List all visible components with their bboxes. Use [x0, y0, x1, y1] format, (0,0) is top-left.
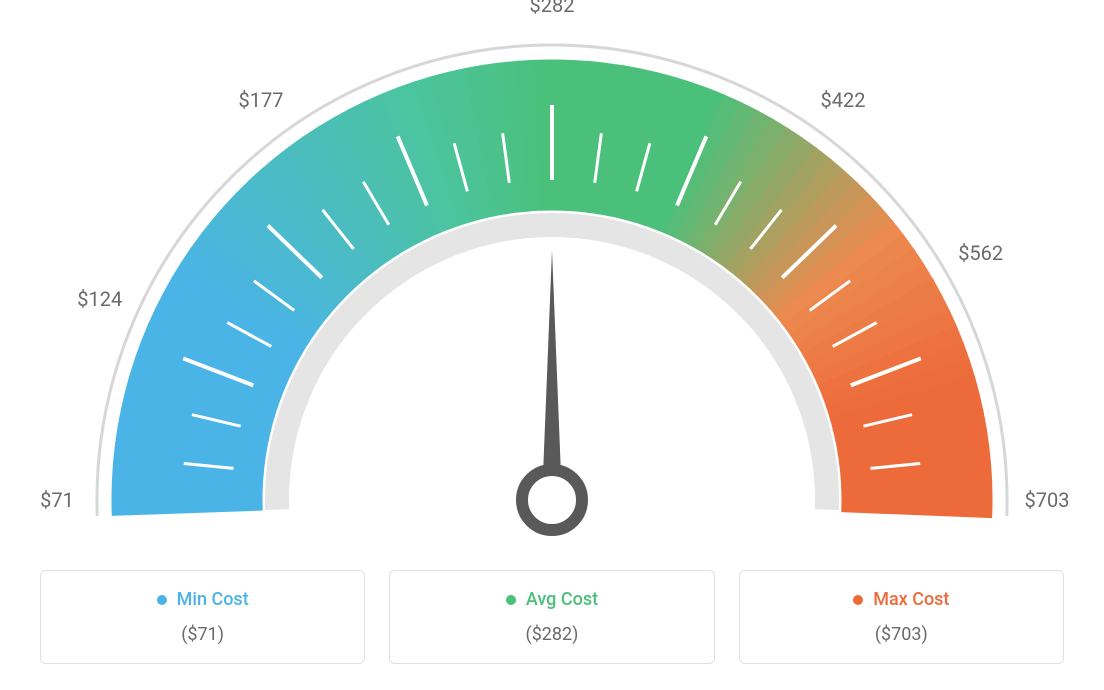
legend-title-max: Max Cost [760, 589, 1043, 610]
legend-label-avg: Avg Cost [526, 589, 598, 610]
legend-card-avg: Avg Cost ($282) [389, 570, 714, 664]
gauge-tick-label: $282 [530, 0, 575, 17]
legend-title-avg: Avg Cost [410, 589, 693, 610]
gauge-tick-label: $177 [239, 88, 284, 112]
gauge-tick-label: $422 [820, 88, 865, 112]
legend-value-avg: ($282) [410, 624, 693, 645]
gauge-svg [0, 0, 1104, 560]
legend-label-min: Min Cost [177, 589, 249, 610]
gauge-tick-label: $124 [77, 287, 122, 311]
legend-value-max: ($703) [760, 624, 1043, 645]
legend-value-min: ($71) [61, 624, 344, 645]
gauge-tick-label: $562 [958, 241, 1003, 265]
legend-title-min: Min Cost [61, 589, 344, 610]
legend-card-min: Min Cost ($71) [40, 570, 365, 664]
bullet-max [853, 595, 863, 605]
legend-label-max: Max Cost [873, 589, 949, 610]
legend-card-max: Max Cost ($703) [739, 570, 1064, 664]
bullet-min [157, 595, 167, 605]
legend-row: Min Cost ($71) Avg Cost ($282) Max Cost … [0, 570, 1104, 664]
gauge-tick-label: $71 [40, 488, 74, 512]
bullet-avg [506, 595, 516, 605]
gauge-chart: $71 $124 $177 $282 $422 $562 $703 [0, 0, 1104, 560]
gauge-tick-label: $703 [1025, 488, 1070, 512]
